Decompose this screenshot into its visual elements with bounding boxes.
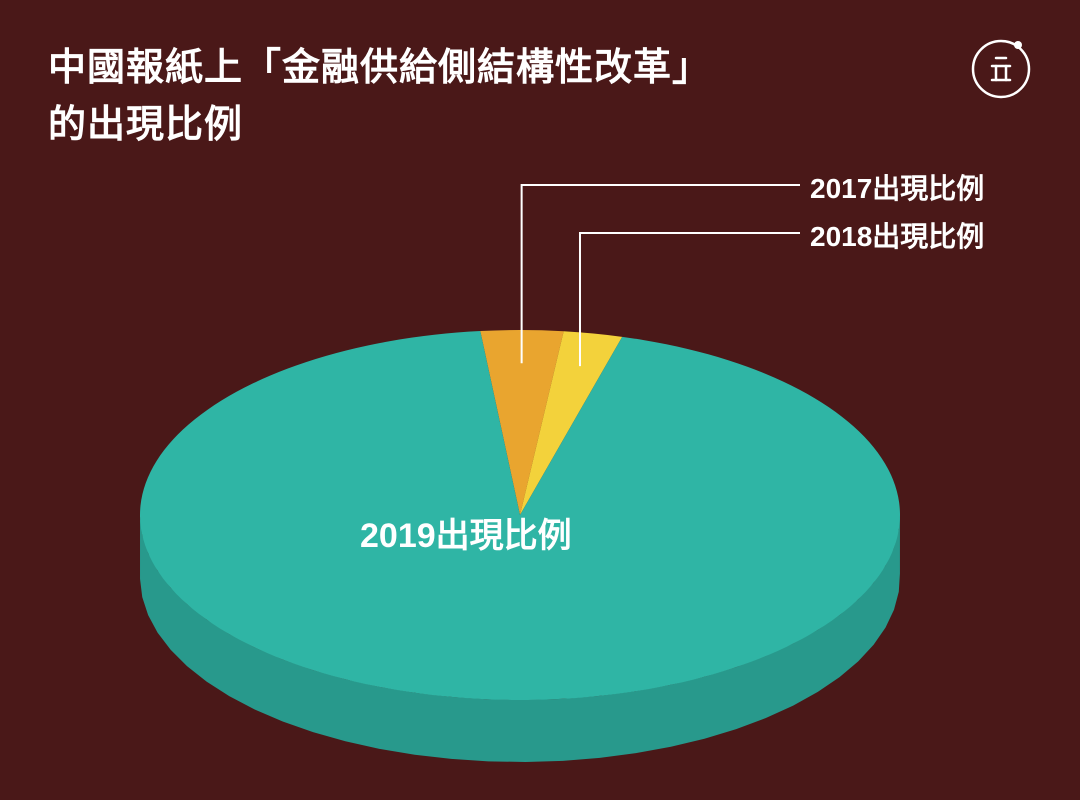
slice-label-2017: 2017出現比例 [810, 167, 984, 207]
chart-title: 中國報紙上「金融供給側結構性改革」 的出現比例 [48, 40, 711, 154]
pie-chart-3d: 2017出現比例 2018出現比例 2019出現比例 [90, 175, 990, 775]
brand-logo [966, 34, 1036, 104]
title-line-1: 中國報紙上「金融供給側結構性改革」 [48, 40, 711, 97]
slice-label-2018: 2018出現比例 [810, 215, 984, 255]
slice-label-2019: 2019出現比例 [360, 508, 572, 557]
title-line-2: 的出現比例 [48, 97, 711, 154]
